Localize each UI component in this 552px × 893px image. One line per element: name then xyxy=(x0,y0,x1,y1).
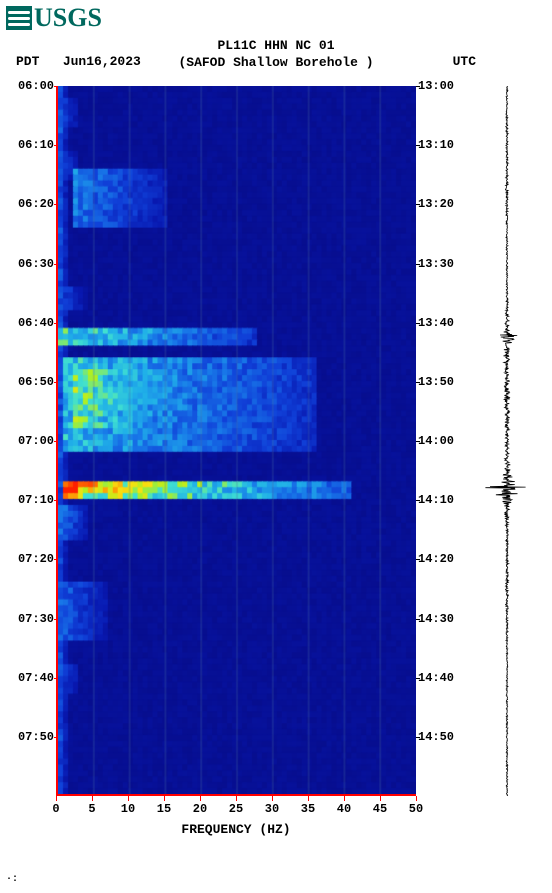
y-left-tick: 07:30 xyxy=(18,612,54,626)
y-right-tick: 14:10 xyxy=(418,493,454,507)
y-right-tick: 13:30 xyxy=(418,257,454,271)
y-right-tick: 14:40 xyxy=(418,671,454,685)
y-right-tick: 13:00 xyxy=(418,79,454,93)
x-tick: 40 xyxy=(337,802,351,816)
station-title: PL11C HHN NC 01 xyxy=(0,38,552,53)
y-left-tick: 06:50 xyxy=(18,375,54,389)
usgs-logo: USGS xyxy=(6,4,102,32)
y-left-tick: 07:40 xyxy=(18,671,54,685)
y-right-tick: 13:10 xyxy=(418,138,454,152)
x-tick: 45 xyxy=(373,802,387,816)
x-tick: 25 xyxy=(229,802,243,816)
y-left-tick: 07:50 xyxy=(18,730,54,744)
y-right-tick: 13:40 xyxy=(418,316,454,330)
waveform-path xyxy=(485,86,525,796)
y-left-tick: 06:10 xyxy=(18,138,54,152)
x-tick: 30 xyxy=(265,802,279,816)
y-left-tick: 07:00 xyxy=(18,434,54,448)
y-left-tick: 06:40 xyxy=(18,316,54,330)
x-axis-label: FREQUENCY (HZ) xyxy=(56,822,416,837)
right-tz: UTC xyxy=(453,54,476,69)
x-tick: 5 xyxy=(88,802,95,816)
x-tick: 20 xyxy=(193,802,207,816)
usgs-wave-icon xyxy=(6,6,32,30)
spectrogram-plot xyxy=(56,86,416,796)
x-tick: 50 xyxy=(409,802,423,816)
x-tick: 15 xyxy=(157,802,171,816)
usgs-logo-text: USGS xyxy=(34,3,102,33)
y-axis-right: 13:0013:1013:2013:3013:4013:5014:0014:10… xyxy=(416,86,464,796)
x-tick: 35 xyxy=(301,802,315,816)
y-right-tick: 13:50 xyxy=(418,375,454,389)
y-left-tick: 07:20 xyxy=(18,552,54,566)
y-left-tick: 06:20 xyxy=(18,197,54,211)
location-label: (SAFOD Shallow Borehole ) xyxy=(178,55,373,70)
left-tz: PDT xyxy=(16,54,39,69)
y-left-tick: 06:00 xyxy=(18,79,54,93)
x-tick: 10 xyxy=(121,802,135,816)
y-right-tick: 14:00 xyxy=(418,434,454,448)
y-axis-left: 06:0006:1006:2006:3006:4006:5007:0007:10… xyxy=(0,86,56,796)
y-left-tick: 06:30 xyxy=(18,257,54,271)
y-left-tick: 07:10 xyxy=(18,493,54,507)
y-right-tick: 14:30 xyxy=(418,612,454,626)
y-right-tick: 13:20 xyxy=(418,197,454,211)
waveform-trace xyxy=(476,86,538,796)
spectrogram-canvas xyxy=(56,86,416,796)
chart-header: PL11C HHN NC 01 PDT Jun16,2023 (SAFOD Sh… xyxy=(0,38,552,70)
x-tick: 0 xyxy=(52,802,59,816)
y-right-tick: 14:20 xyxy=(418,552,454,566)
date-label: Jun16,2023 xyxy=(63,54,141,69)
y-right-tick: 14:50 xyxy=(418,730,454,744)
footer-mark: ·: xyxy=(6,874,18,885)
